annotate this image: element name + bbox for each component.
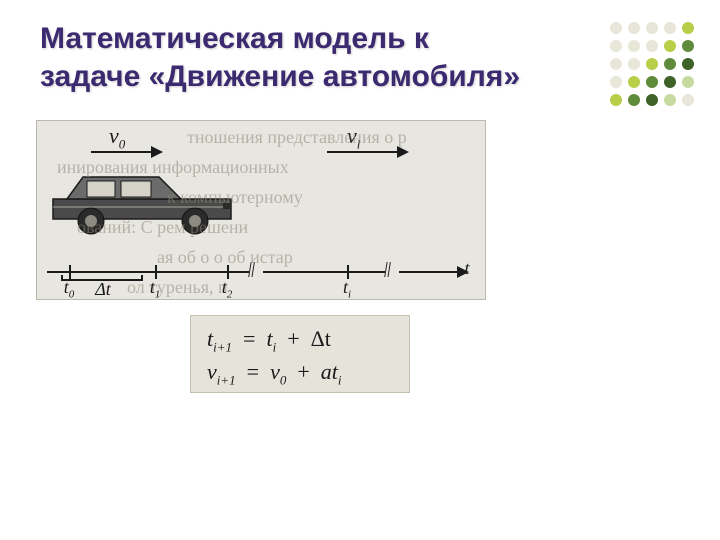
decor-dot	[682, 40, 694, 52]
decor-dot	[664, 22, 676, 34]
ghost-scan-text: ований: С рем решени	[77, 217, 248, 238]
formula-line-1: ti+1 = ti + Δt	[207, 324, 393, 357]
formula-box: ti+1 = ti + Δt vi+1 = v0 + ati	[190, 315, 410, 393]
decor-dot	[610, 94, 622, 106]
decor-dot	[682, 76, 694, 88]
decor-dot	[646, 76, 658, 88]
axis-tick-label: t1	[150, 277, 161, 301]
decor-dot	[646, 22, 658, 34]
ghost-scan-text: ол туренья, п	[127, 277, 228, 298]
decor-dot	[628, 22, 640, 34]
title-line-1: Математическая модель к	[40, 22, 429, 55]
ghost-scan-text: тношения представления о р	[187, 127, 407, 148]
decor-dot	[628, 94, 640, 106]
v0-arrow	[91, 151, 161, 153]
decor-dot	[646, 94, 658, 106]
decor-dot	[610, 40, 622, 52]
decor-dot	[682, 94, 694, 106]
decor-dot	[628, 40, 640, 52]
v0-label: v0	[109, 123, 125, 152]
title-line-2: задаче «Движение автомобиля»	[40, 60, 520, 93]
decor-dot	[664, 94, 676, 106]
decor-dot	[682, 22, 694, 34]
decor-dot	[610, 76, 622, 88]
decor-dot	[646, 40, 658, 52]
decor-dot	[610, 58, 622, 70]
ghost-scan-text: к компьютерному	[167, 187, 303, 208]
motion-diagram: v0 vl // // Δt t тношения представления …	[36, 120, 486, 300]
decor-dot	[664, 40, 676, 52]
axis-tick-label: t2	[222, 277, 233, 301]
decorative-dot-grid	[610, 22, 696, 108]
decor-dot	[628, 76, 640, 88]
ghost-scan-text: инирования информационных	[57, 157, 289, 178]
axis-end-label: t	[464, 258, 469, 279]
formula-line-2: vi+1 = v0 + ati	[207, 357, 393, 390]
slide-title: Математическая модель к задаче «Движение…	[40, 20, 520, 95]
axis-break-mark: //	[384, 260, 391, 283]
decor-dot	[610, 22, 622, 34]
axis-tick-label: t0	[64, 277, 75, 301]
decor-dot	[664, 76, 676, 88]
delta-t-label: Δt	[95, 279, 111, 300]
decor-dot	[646, 58, 658, 70]
axis-tick-label: ti	[343, 277, 351, 301]
decor-dot	[682, 58, 694, 70]
decor-dot	[628, 58, 640, 70]
ghost-scan-text: ая об о о об истар	[157, 247, 293, 268]
vi-arrow	[327, 151, 407, 153]
decor-dot	[664, 58, 676, 70]
